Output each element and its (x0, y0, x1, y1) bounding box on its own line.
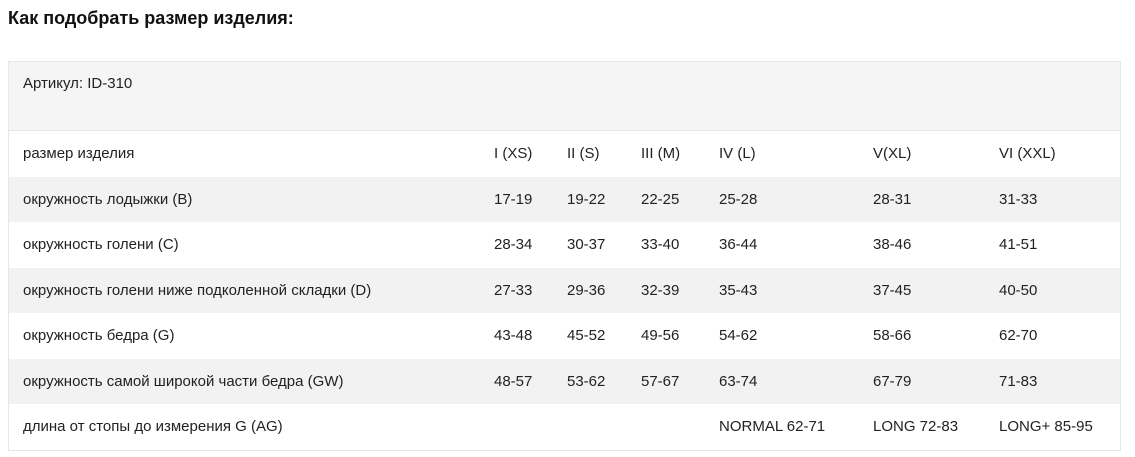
table-cell: 29-36 (553, 267, 627, 313)
table-cell (553, 404, 627, 450)
table-cell: LONG+ 85-95 (999, 418, 1093, 436)
table-cell (627, 404, 705, 450)
table-cell: I (XS) (494, 145, 533, 163)
table-cell: 32-39 (627, 267, 705, 313)
table-row: окружность бедра (G) 43-48 45-52 49-56 54-62… (9, 313, 1120, 359)
table-cell: 67-79 (859, 358, 985, 404)
table-cell: 63-74 (705, 358, 859, 404)
table-cell: 37-45 (859, 267, 985, 313)
table-cell: 27-33 (480, 267, 553, 313)
row-label: длина от стопы до измерения G (AG) (23, 418, 283, 436)
table-cell: V(XL) (873, 145, 912, 163)
table-row: длина от стопы до измерения G (AG) NORMAL… (9, 404, 1120, 450)
table-row: окружность самой широкой части бедра (GW… (9, 358, 1120, 404)
table-cell: 58-66 (873, 327, 912, 345)
table-cell: 33-40 (641, 236, 680, 254)
table-cell: 28-31 (859, 176, 985, 222)
table-cell: 49-56 (641, 327, 680, 345)
sku-label: Артикул: ID-310 (9, 62, 1120, 131)
table-header-row: размер изделия I (XS) II (S) III (M) IV (L) V… (9, 131, 1120, 177)
table-cell: 41-51 (999, 236, 1038, 254)
table-cell: IV (L) (719, 145, 756, 163)
table-cell: LONG 72-83 (873, 418, 959, 436)
table-cell: 19-22 (553, 176, 627, 222)
table-cell: 35-43 (705, 267, 859, 313)
table-cell: 30-37 (567, 236, 606, 254)
table-cell: NORMAL 62-71 (719, 418, 826, 436)
table-cell: III (M) (641, 145, 681, 163)
table-cell: 43-48 (494, 327, 533, 345)
page-title: Как подобрать размер изделия: (8, 8, 294, 28)
size-table-container: Артикул: ID-310 размер изделия I (XS) II (… (8, 61, 1121, 451)
row-label: размер изделия (23, 145, 135, 163)
table-cell: 62-70 (999, 327, 1038, 345)
table-cell: 53-62 (553, 358, 627, 404)
table-cell: 45-52 (567, 327, 606, 345)
table-row: окружность голени (C) 28-34 30-37 33-40 36-4… (9, 222, 1120, 268)
row-label: окружность голени (C) (23, 236, 179, 254)
table-cell: 48-57 (480, 358, 553, 404)
table-cell: 22-25 (627, 176, 705, 222)
table-row: окружность лодыжки (B) 17-19 19-22 22-25 25-… (9, 176, 1120, 222)
table-cell: VI (XXL) (999, 145, 1056, 163)
table-row: окружность голени ниже подколенной склад… (9, 267, 1120, 313)
row-label: окружность лодыжки (B) (9, 176, 480, 222)
table-cell (480, 404, 553, 450)
row-label: окружность голени ниже подколенной склад… (9, 267, 480, 313)
table-cell: 54-62 (719, 327, 758, 345)
table-cell: 57-67 (627, 358, 705, 404)
size-table: размер изделия I (XS) II (S) III (M) IV (L) V… (9, 131, 1120, 450)
table-cell: 31-33 (985, 176, 1120, 222)
table-cell: 28-34 (494, 236, 533, 254)
row-label: окружность бедра (G) (23, 327, 175, 345)
table-cell: 40-50 (985, 267, 1120, 313)
table-cell: 17-19 (480, 176, 553, 222)
table-cell: 25-28 (705, 176, 859, 222)
table-cell: 71-83 (985, 358, 1120, 404)
row-label: окружность самой широкой части бедра (GW… (9, 358, 480, 404)
table-cell: II (S) (567, 145, 600, 163)
table-cell: 36-44 (719, 236, 758, 254)
table-cell: 38-46 (873, 236, 912, 254)
